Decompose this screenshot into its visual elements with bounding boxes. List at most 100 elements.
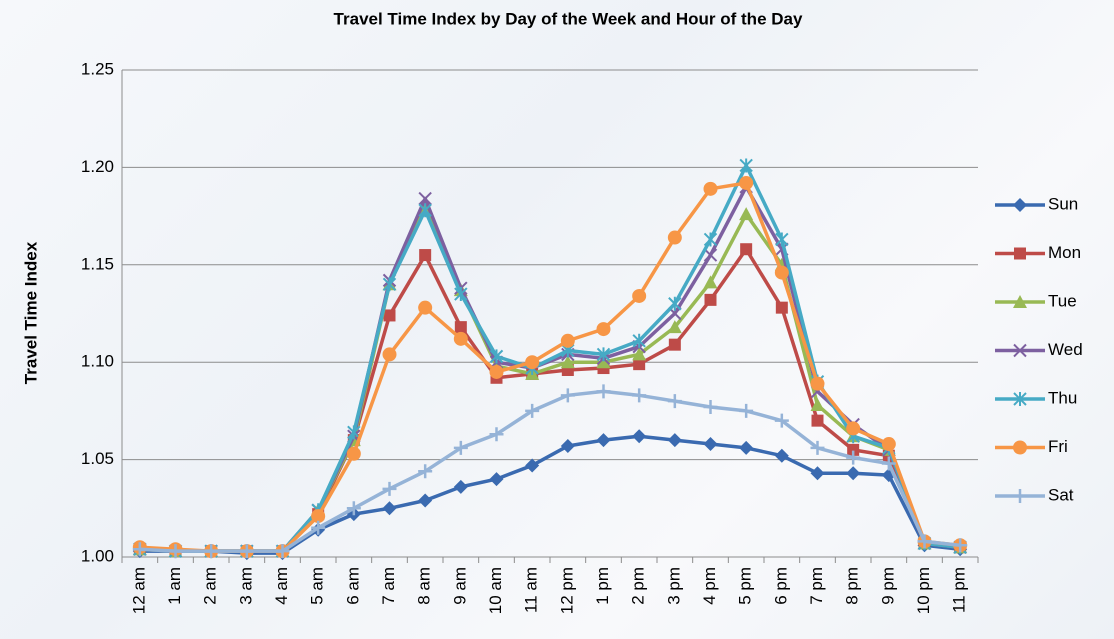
x-tick-label: 7 am [379, 567, 398, 605]
data-point [596, 347, 611, 362]
data-point [632, 347, 647, 361]
legend-marker [1013, 440, 1027, 455]
data-point [667, 320, 682, 334]
data-point [632, 333, 646, 348]
data-point [382, 501, 397, 516]
data-point [382, 481, 397, 496]
data-point [418, 464, 433, 479]
data-point [704, 293, 717, 306]
data-point [774, 413, 789, 428]
x-tick-label: 1 am [165, 567, 184, 605]
legend-marker [1013, 343, 1027, 358]
y-tick-label: 1.05 [81, 449, 114, 468]
data-point [775, 301, 788, 314]
x-tick-label: 2 am [201, 567, 220, 605]
legend-marker [1013, 198, 1027, 212]
data-point [668, 338, 681, 351]
data-point [453, 479, 468, 494]
y-tick-label: 1.20 [81, 157, 114, 176]
series-line [139, 247, 961, 553]
data-point [418, 203, 432, 218]
series-line [139, 163, 961, 553]
data-point [703, 232, 718, 247]
data-point [346, 446, 361, 461]
data-point [596, 433, 611, 448]
x-tick-label: 12 pm [557, 567, 576, 614]
data-point [881, 437, 896, 452]
x-tick-label: 4 am [272, 567, 291, 605]
data-point [560, 355, 575, 369]
data-point [489, 349, 504, 364]
y-tick-label: 1.25 [81, 59, 114, 78]
data-point [525, 355, 540, 370]
legend-label: Sat [1048, 485, 1074, 504]
data-point [382, 277, 397, 292]
x-tick-label: 6 pm [771, 567, 790, 605]
legend-label: Fri [1048, 437, 1068, 456]
x-tick-label: 7 pm [807, 567, 826, 605]
data-point [632, 288, 647, 303]
data-point [810, 398, 825, 412]
data-point [632, 388, 647, 403]
data-point [668, 296, 682, 311]
y-tick-label: 1.00 [81, 546, 114, 565]
x-tick-label: 11 pm [950, 567, 969, 613]
data-point [560, 333, 575, 348]
data-point [739, 207, 754, 221]
data-point [774, 448, 789, 463]
data-point [846, 466, 861, 481]
x-tick-label: 9 am [450, 567, 469, 605]
data-point [667, 433, 682, 448]
x-tick-label: 10 pm [914, 567, 933, 614]
data-point [525, 403, 540, 418]
data-point [453, 440, 468, 455]
x-tick-label: 9 pm [878, 567, 897, 605]
data-point [383, 309, 396, 322]
data-point [810, 376, 825, 391]
data-point [311, 509, 326, 524]
data-point [560, 438, 575, 453]
series-line [139, 204, 961, 553]
legend-label: Mon [1048, 243, 1081, 262]
data-point [632, 429, 647, 444]
legend-marker [1014, 247, 1026, 260]
x-tick-label: 6 am [343, 567, 362, 605]
data-point [596, 384, 611, 399]
series-line [139, 389, 961, 553]
data-point [917, 534, 932, 549]
data-point [560, 388, 575, 403]
data-point [740, 243, 753, 256]
data-point [596, 355, 611, 369]
data-point [881, 456, 896, 471]
data-point [846, 450, 861, 465]
x-tick-label: 12 am [129, 567, 148, 614]
data-point [953, 538, 968, 553]
data-point [810, 440, 825, 455]
data-point [703, 181, 718, 196]
x-tick-label: 3 pm [664, 567, 683, 605]
data-point [275, 544, 290, 559]
data-point [168, 544, 183, 559]
x-tick-label: 4 pm [700, 567, 719, 605]
data-point [453, 331, 468, 346]
data-point [489, 427, 504, 442]
data-point [703, 248, 718, 262]
data-point [775, 232, 789, 247]
x-tick-label: 5 am [308, 567, 327, 605]
data-point [454, 321, 467, 334]
data-point [239, 544, 254, 559]
legend-label: Tue [1048, 291, 1077, 310]
x-tick-label: 8 am [415, 567, 434, 605]
data-point [739, 175, 754, 190]
data-point [596, 322, 611, 337]
data-point [739, 158, 753, 173]
data-point [525, 458, 540, 473]
data-point [846, 421, 861, 436]
data-point [633, 358, 646, 371]
data-point [346, 501, 361, 516]
data-point [418, 493, 433, 508]
data-point [703, 437, 718, 452]
legend-label: Sun [1048, 194, 1078, 213]
legend-marker [1013, 489, 1027, 503]
